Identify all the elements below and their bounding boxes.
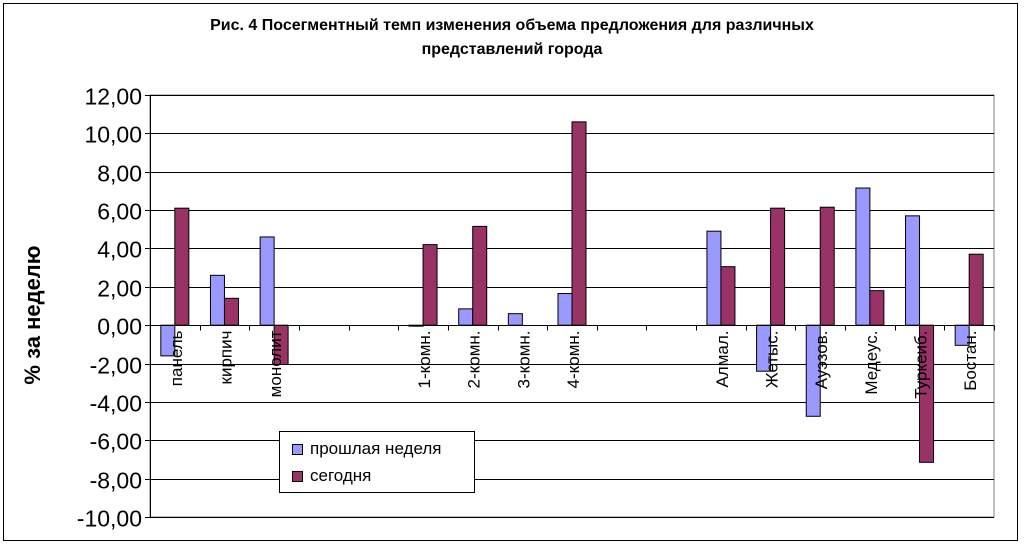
bar-today — [968, 253, 984, 326]
bar-last-week — [259, 236, 275, 326]
bar-last-week — [507, 313, 523, 326]
bar-last-week — [557, 293, 573, 326]
y-tick-label: -2,00 — [90, 353, 142, 379]
legend: прошлая неделя сегодня — [279, 431, 475, 493]
y-tick-label: -8,00 — [90, 468, 142, 494]
legend-item-last-week: прошлая неделя — [292, 438, 441, 460]
y-tick-label: 6,00 — [97, 199, 142, 225]
legend-item-today: сегодня — [292, 465, 371, 487]
x-tick-label: 3-комн. — [514, 331, 533, 389]
bar-last-week — [458, 308, 474, 326]
y-tick-label: 4,00 — [97, 237, 142, 263]
axis-layer — [145, 95, 995, 518]
bar-last-week — [209, 274, 225, 326]
y-tick-label: -6,00 — [90, 429, 142, 455]
x-tick-label: панель — [167, 330, 186, 386]
bar-last-week — [706, 230, 722, 326]
y-tick-label: 2,00 — [97, 276, 142, 302]
y-axis-title: % за неделю — [20, 245, 45, 384]
x-tick-label: Туркеиб. — [912, 331, 931, 399]
legend-swatch-today — [292, 470, 303, 482]
chart-title: Рис. 4 Посегментный темп изменения объем… — [0, 14, 1024, 62]
bar-today — [819, 206, 835, 326]
bar-last-week — [905, 215, 921, 326]
y-tick-label: -10,00 — [77, 506, 142, 532]
chart-title-line-1: Рис. 4 Посегментный темп изменения объем… — [210, 17, 814, 34]
y-tick-label: 12,00 — [84, 84, 142, 110]
bar-today — [422, 244, 438, 326]
x-tick-label: 1-комн. — [415, 331, 434, 389]
bar-today — [869, 290, 885, 326]
x-tick-label: 4-комн. — [564, 331, 583, 389]
x-tick-label: кирпич — [216, 331, 235, 385]
y-tick-labels: 12,00 10,00 8,00 6,00 4,00 2,00 0,00 -2,00 -4,00… — [77, 84, 142, 532]
y-tick-label: 0,00 — [97, 314, 142, 340]
bar-last-week — [855, 187, 871, 326]
y-tick-label: 8,00 — [97, 161, 142, 187]
x-tick-labels: панель кирпич монолит 1-комн. 2-комн. 3-комн.… — [167, 330, 980, 398]
bars-layer — [160, 121, 984, 463]
y-tick-label: 10,00 — [84, 122, 142, 148]
bar-today — [571, 121, 587, 326]
legend-label-today: сегодня — [310, 466, 372, 485]
chart-title-line-2: представлений города — [421, 41, 603, 58]
legend-label-last-week: прошлая неделя — [310, 439, 442, 458]
bar-today — [770, 207, 786, 326]
x-tick-label: Бостан. — [961, 331, 980, 391]
legend-swatch-last-week — [292, 443, 303, 455]
bar-today — [472, 225, 488, 326]
x-tick-label: Ауэзов. — [812, 331, 831, 390]
x-tick-label: монолит — [266, 330, 285, 397]
bar-today — [720, 266, 736, 326]
x-tick-label: 2-комн. — [465, 331, 484, 389]
bar-today — [174, 207, 190, 326]
x-tick-label: Алмал. — [713, 331, 732, 388]
x-tick-label: Медеус. — [862, 331, 881, 395]
bar-today — [223, 297, 239, 326]
x-tick-label: Жетыс. — [763, 331, 782, 389]
y-tick-label: -4,00 — [90, 391, 142, 417]
